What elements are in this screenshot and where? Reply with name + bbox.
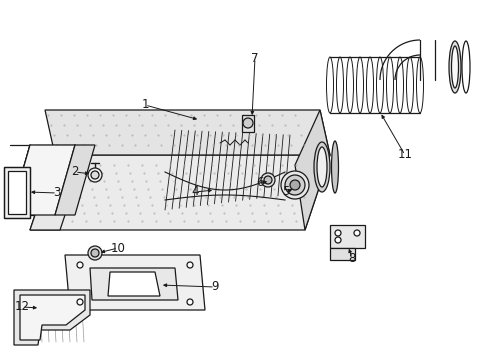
Polygon shape bbox=[30, 155, 85, 230]
Circle shape bbox=[281, 171, 308, 199]
Circle shape bbox=[77, 299, 83, 305]
Circle shape bbox=[243, 118, 252, 128]
Circle shape bbox=[91, 249, 99, 257]
Polygon shape bbox=[45, 110, 329, 155]
Circle shape bbox=[88, 246, 102, 260]
Circle shape bbox=[285, 175, 305, 195]
Circle shape bbox=[289, 180, 299, 190]
Polygon shape bbox=[20, 295, 85, 340]
Circle shape bbox=[261, 173, 274, 187]
Text: 10: 10 bbox=[110, 242, 125, 255]
Polygon shape bbox=[294, 110, 329, 230]
Text: 6: 6 bbox=[256, 176, 263, 189]
Text: 12: 12 bbox=[15, 301, 29, 314]
Ellipse shape bbox=[450, 46, 458, 88]
Ellipse shape bbox=[331, 141, 338, 193]
Text: 3: 3 bbox=[53, 186, 61, 199]
Circle shape bbox=[77, 262, 83, 268]
Text: 11: 11 bbox=[397, 148, 412, 162]
Polygon shape bbox=[30, 155, 329, 230]
Polygon shape bbox=[108, 272, 160, 296]
Polygon shape bbox=[10, 145, 75, 215]
Polygon shape bbox=[14, 290, 90, 345]
Circle shape bbox=[264, 176, 271, 184]
Circle shape bbox=[186, 299, 193, 305]
Circle shape bbox=[353, 230, 359, 236]
Text: 7: 7 bbox=[251, 51, 258, 64]
Circle shape bbox=[88, 168, 102, 182]
Polygon shape bbox=[8, 171, 26, 214]
Polygon shape bbox=[55, 145, 95, 215]
Polygon shape bbox=[329, 248, 354, 260]
Circle shape bbox=[334, 230, 340, 236]
Polygon shape bbox=[329, 225, 364, 248]
Text: 1: 1 bbox=[141, 99, 148, 112]
Text: 2: 2 bbox=[71, 166, 79, 179]
Ellipse shape bbox=[448, 41, 460, 93]
Text: 8: 8 bbox=[347, 252, 355, 265]
Text: 9: 9 bbox=[211, 280, 218, 293]
Polygon shape bbox=[4, 167, 30, 218]
Circle shape bbox=[91, 171, 99, 179]
Circle shape bbox=[186, 262, 193, 268]
Ellipse shape bbox=[316, 147, 326, 187]
Ellipse shape bbox=[313, 142, 329, 192]
Polygon shape bbox=[90, 268, 178, 300]
Text: 5: 5 bbox=[282, 185, 289, 198]
Circle shape bbox=[334, 237, 340, 243]
Text: 4: 4 bbox=[191, 185, 198, 198]
Polygon shape bbox=[242, 115, 253, 132]
Polygon shape bbox=[65, 255, 204, 310]
